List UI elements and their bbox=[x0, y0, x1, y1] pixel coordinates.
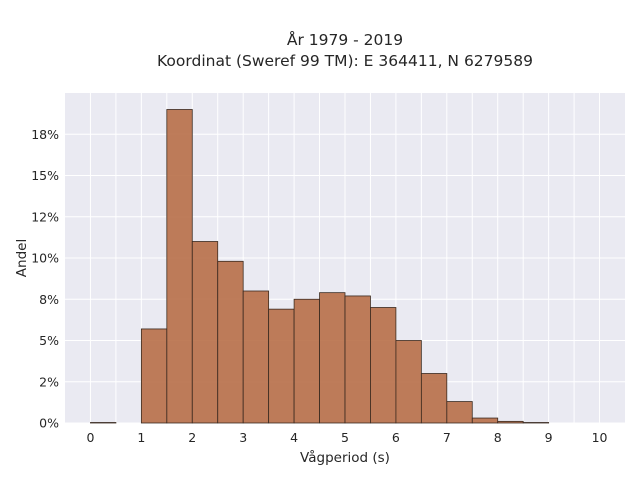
bar-layer bbox=[90, 109, 550, 424]
x-tick-label: 6 bbox=[392, 430, 400, 445]
histogram-bar bbox=[497, 420, 524, 424]
histogram-bar bbox=[268, 308, 295, 424]
histogram-bar bbox=[140, 328, 168, 424]
y-tick-label: 5% bbox=[39, 333, 59, 348]
histogram-bar bbox=[344, 295, 371, 424]
y-tick-label: 15% bbox=[31, 168, 59, 183]
x-tick-label: 10 bbox=[592, 430, 608, 445]
y-tick-label: 0% bbox=[39, 416, 59, 431]
x-tick-label: 9 bbox=[545, 430, 553, 445]
chart-title-line-2: Koordinat (Sweref 99 TM): E 364411, N 62… bbox=[157, 52, 533, 70]
histogram-bar bbox=[166, 109, 193, 424]
y-tick-label: 12% bbox=[31, 209, 59, 224]
x-tick-label: 3 bbox=[239, 430, 247, 445]
histogram-bar bbox=[446, 401, 473, 424]
x-axis-label: Vågperiod (s) bbox=[300, 449, 390, 466]
x-tick-label: 8 bbox=[494, 430, 502, 445]
chart-title-line-1: År 1979 - 2019 bbox=[287, 30, 403, 49]
x-tick-label: 0 bbox=[86, 430, 94, 445]
x-tick-label: 2 bbox=[188, 430, 196, 445]
histogram-bar bbox=[471, 417, 499, 424]
histogram-bar bbox=[217, 260, 244, 424]
histogram-bar bbox=[191, 241, 219, 424]
y-tick-label: 10% bbox=[31, 251, 59, 266]
histogram-bar bbox=[395, 340, 422, 424]
histogram-bar bbox=[293, 298, 320, 424]
y-tick-labels: 0% 2% 5% 8% 10% 12% 15% 18% bbox=[31, 127, 59, 431]
x-tick-labels: 0 1 2 3 4 5 6 7 8 9 10 bbox=[86, 430, 607, 445]
y-tick-label: 8% bbox=[39, 292, 59, 307]
x-tick-label: 4 bbox=[290, 430, 298, 445]
x-tick-label: 7 bbox=[443, 430, 451, 445]
histogram-bar bbox=[242, 290, 270, 424]
histogram-bar bbox=[420, 373, 448, 424]
histogram-bar bbox=[370, 307, 397, 424]
x-tick-label: 1 bbox=[137, 430, 145, 445]
y-axis-label: Andel bbox=[14, 239, 30, 277]
x-tick-label: 5 bbox=[341, 430, 349, 445]
y-tick-label: 18% bbox=[31, 127, 59, 142]
histogram-bar bbox=[319, 292, 346, 424]
y-tick-label: 2% bbox=[39, 374, 59, 389]
